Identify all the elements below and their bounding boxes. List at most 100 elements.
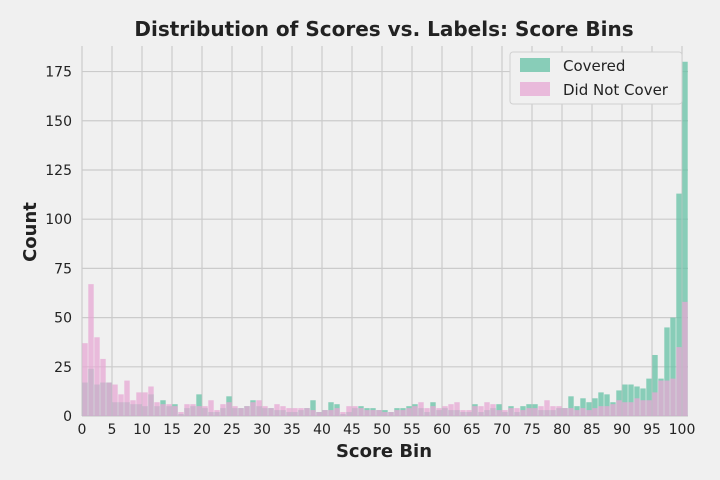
bar-did-not-cover — [646, 400, 652, 416]
bar-did-not-cover — [238, 408, 244, 416]
bar-covered — [328, 402, 334, 416]
bar-did-not-cover — [172, 406, 178, 416]
x-tick-label: 95 — [643, 422, 661, 438]
bar-covered — [196, 394, 202, 416]
y-tick-label: 100 — [45, 212, 72, 228]
bar-covered — [310, 400, 316, 416]
bar-did-not-cover — [538, 406, 544, 416]
bar-did-not-cover — [334, 408, 340, 416]
bar-did-not-cover — [346, 406, 352, 416]
bar-did-not-cover — [640, 400, 646, 416]
bar-did-not-cover — [544, 400, 550, 416]
bar-did-not-cover — [166, 404, 172, 416]
bar-did-not-cover — [280, 406, 286, 416]
bar-did-not-cover — [364, 410, 370, 416]
bar-did-not-cover — [526, 408, 532, 416]
bar-did-not-cover — [202, 406, 208, 416]
bar-did-not-cover — [628, 402, 634, 416]
bar-did-not-cover — [310, 410, 316, 416]
bar-did-not-cover — [604, 406, 610, 416]
bars-covered — [82, 61, 688, 416]
x-tick-label: 65 — [463, 422, 481, 438]
bar-did-not-cover — [406, 408, 412, 416]
bar-did-not-cover — [208, 400, 214, 416]
x-tick-label: 70 — [493, 422, 511, 438]
legend: Covered Did Not Cover — [509, 51, 683, 105]
bar-did-not-cover — [532, 408, 538, 416]
bar-did-not-cover — [616, 400, 622, 416]
bar-did-not-cover — [412, 406, 418, 416]
bar-did-not-cover — [232, 406, 238, 416]
bar-covered — [604, 394, 610, 416]
bar-did-not-cover — [466, 410, 472, 416]
bar-did-not-cover — [358, 408, 364, 416]
bar-did-not-cover — [478, 406, 484, 416]
bar-did-not-cover — [520, 410, 526, 416]
bar-did-not-cover — [424, 408, 430, 416]
x-tick-label: 20 — [193, 422, 211, 438]
y-tick-label: 25 — [54, 360, 72, 376]
y-tick-label: 50 — [54, 311, 72, 327]
bar-did-not-cover — [670, 378, 676, 416]
x-axis: 0 5 10 15 20 25 30 35 40 45 50 55 60 65 70 75 80 85 90 95 10… — [78, 422, 696, 438]
bar-did-not-cover — [556, 406, 562, 416]
bar-covered — [568, 396, 574, 416]
bar-did-not-cover — [610, 404, 616, 416]
y-tick-label: 0 — [63, 409, 72, 425]
bar-did-not-cover — [598, 406, 604, 416]
bar-did-not-cover — [454, 402, 460, 416]
x-tick-label: 45 — [343, 422, 361, 438]
bar-did-not-cover — [490, 404, 496, 416]
y-tick-label: 75 — [54, 261, 72, 277]
x-tick-label: 40 — [313, 422, 331, 438]
bar-did-not-cover — [502, 410, 508, 416]
x-tick-label: 85 — [583, 422, 601, 438]
x-tick-label: 55 — [403, 422, 421, 438]
bar-did-not-cover — [394, 410, 400, 416]
legend-frame — [509, 51, 683, 105]
bar-did-not-cover — [652, 392, 658, 416]
x-tick-label: 50 — [373, 422, 391, 438]
x-tick-label: 0 — [78, 422, 87, 438]
bar-did-not-cover — [220, 404, 226, 416]
legend-swatch-covered — [520, 58, 550, 72]
bar-did-not-cover — [376, 410, 382, 416]
bar-did-not-cover — [460, 410, 466, 416]
bar-did-not-cover — [118, 394, 124, 416]
bar-did-not-cover — [94, 337, 100, 416]
x-tick-label: 75 — [523, 422, 541, 438]
y-tick-label: 150 — [45, 114, 72, 130]
x-tick-label: 5 — [108, 422, 117, 438]
bar-did-not-cover — [676, 347, 682, 416]
bar-did-not-cover — [370, 410, 376, 416]
bars-did-not-cover — [82, 284, 688, 416]
bar-did-not-cover — [88, 284, 94, 416]
bar-did-not-cover — [112, 384, 118, 416]
bar-covered — [580, 398, 586, 416]
bar-did-not-cover — [298, 408, 304, 416]
bar-did-not-cover — [388, 412, 394, 416]
bar-did-not-cover — [244, 406, 250, 416]
bar-did-not-cover — [256, 400, 262, 416]
bar-did-not-cover — [262, 406, 268, 416]
bar-did-not-cover — [568, 408, 574, 416]
bar-covered — [586, 402, 592, 416]
bar-did-not-cover — [580, 408, 586, 416]
y-axis-label: Count — [20, 202, 41, 262]
y-tick-label: 175 — [45, 65, 72, 81]
y-axis: 0 25 50 75 100 125 150 175 — [45, 65, 72, 425]
bar-did-not-cover — [340, 412, 346, 416]
bar-did-not-cover — [142, 392, 148, 416]
bar-did-not-cover — [178, 412, 184, 416]
bar-did-not-cover — [514, 408, 520, 416]
bar-did-not-cover — [562, 408, 568, 416]
bar-did-not-cover — [268, 408, 274, 416]
x-tick-label: 30 — [253, 422, 271, 438]
x-tick-label: 15 — [163, 422, 181, 438]
bar-did-not-cover — [622, 402, 628, 416]
bar-covered — [592, 398, 598, 416]
bar-covered — [682, 61, 688, 416]
bar-did-not-cover — [190, 404, 196, 416]
bar-covered — [652, 354, 658, 416]
